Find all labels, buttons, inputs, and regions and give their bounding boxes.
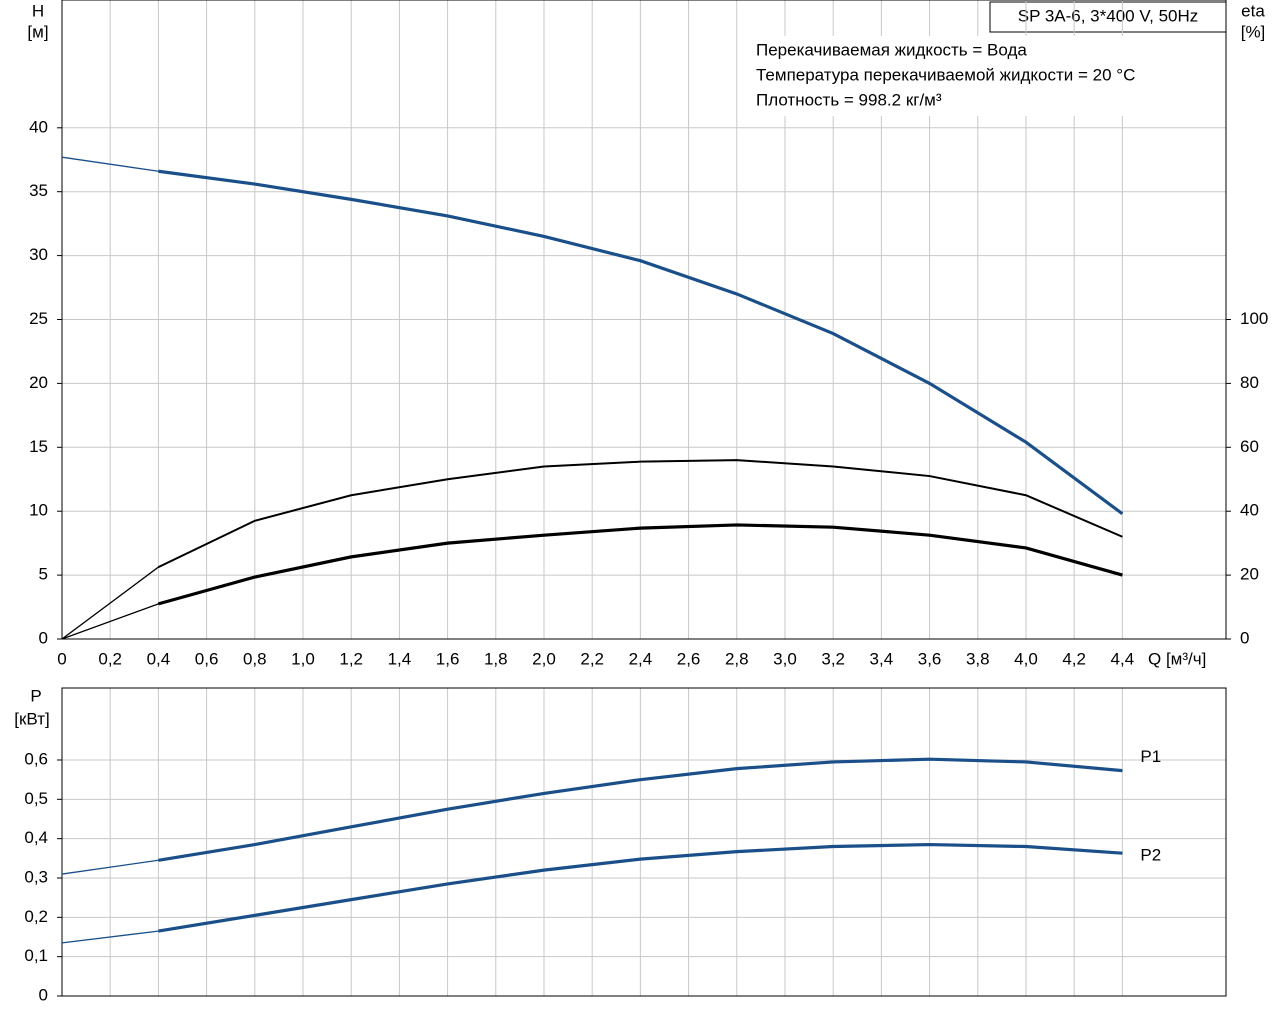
x-tick-label: 0,8: [243, 649, 267, 668]
title-box: [989, 1, 1227, 33]
y-tick-label: 20: [29, 373, 48, 392]
series-label: P1: [1140, 747, 1161, 766]
y-axis-unit: [кВт]: [14, 709, 49, 728]
curve-operating: [157, 523, 1123, 606]
annotation: Перекачиваемая жидкость = Вода: [756, 40, 1027, 59]
y-tick-label: 0,1: [24, 946, 48, 965]
x-tick-label: 2,6: [677, 649, 701, 668]
curve-operating: [158, 757, 1123, 862]
x-tick-label: 1,2: [339, 649, 363, 668]
plot-frame: [61, 0, 1227, 640]
y-tick-label: 0: [39, 628, 48, 647]
y-tick-label: 40: [29, 117, 48, 136]
y-tick-label: 0,2: [24, 907, 48, 926]
chart-title: SP 3A-6, 3*400 V, 50Hz: [1018, 6, 1199, 25]
x-tick-label: 0,4: [147, 649, 171, 668]
y2-tick-label: 20: [1240, 565, 1259, 584]
curve-operating: [157, 459, 1123, 569]
y2-axis-unit: [%]: [1241, 22, 1266, 41]
y-tick-label: 0: [39, 985, 48, 1004]
x-tick-label: 2,0: [532, 649, 556, 668]
y2-tick-label: 80: [1240, 373, 1259, 392]
x-tick-label: 1,4: [388, 649, 412, 668]
x-tick-label: 4,0: [1014, 649, 1038, 668]
x-tick-label: 3,0: [773, 649, 797, 668]
plot-frame: [61, 687, 1227, 997]
y-tick-label: 5: [39, 565, 48, 584]
x-tick-label: 4,4: [1111, 649, 1135, 668]
annotation: Плотность = 998.2 кг/м³: [756, 90, 942, 109]
annotation: Температура перекачиваемой жидкости = 20…: [756, 65, 1135, 84]
y-tick-label: 15: [29, 437, 48, 456]
y2-tick-label: 60: [1240, 437, 1259, 456]
curve-operating: [158, 169, 1124, 516]
x-tick-label: 2,4: [629, 649, 653, 668]
y-tick-label: 0,6: [24, 749, 48, 768]
x-tick-label: 1,6: [436, 649, 460, 668]
y2-tick-label: 100: [1240, 309, 1268, 328]
y2-axis-label: eta: [1241, 1, 1265, 20]
x-tick-label: 3,8: [966, 649, 990, 668]
y-tick-label: 30: [29, 245, 48, 264]
y-tick-label: 35: [29, 181, 48, 200]
y-tick-label: 10: [29, 501, 48, 520]
x-tick-label: 1,8: [484, 649, 508, 668]
x-tick-label: 4,2: [1062, 649, 1086, 668]
x-tick-label: 3,2: [821, 649, 845, 668]
x-tick-label: 3,4: [870, 649, 894, 668]
y-axis-unit: [м]: [27, 22, 48, 41]
curve-operating: [158, 842, 1123, 933]
y-axis-label: H: [32, 1, 44, 20]
y2-tick-label: 0: [1240, 628, 1249, 647]
y-tick-label: 0,4: [24, 828, 48, 847]
y-tick-label: 0,3: [24, 867, 48, 886]
x-tick-label: 2,2: [580, 649, 604, 668]
y-tick-label: 25: [29, 309, 48, 328]
series-label: P2: [1140, 846, 1161, 865]
y2-tick-label: 40: [1240, 501, 1259, 520]
y-tick-label: 0,5: [24, 789, 48, 808]
x-tick-label: 0,6: [195, 649, 219, 668]
x-tick-label: 3,6: [918, 649, 942, 668]
x-axis-label: Q [м³/ч]: [1148, 649, 1206, 668]
x-tick-label: 1,0: [291, 649, 315, 668]
y-axis-label: P: [30, 686, 41, 705]
x-tick-label: 0,2: [98, 649, 122, 668]
x-tick-label: 0: [57, 649, 66, 668]
x-tick-label: 2,8: [725, 649, 749, 668]
annotation-bg: [752, 36, 1224, 116]
